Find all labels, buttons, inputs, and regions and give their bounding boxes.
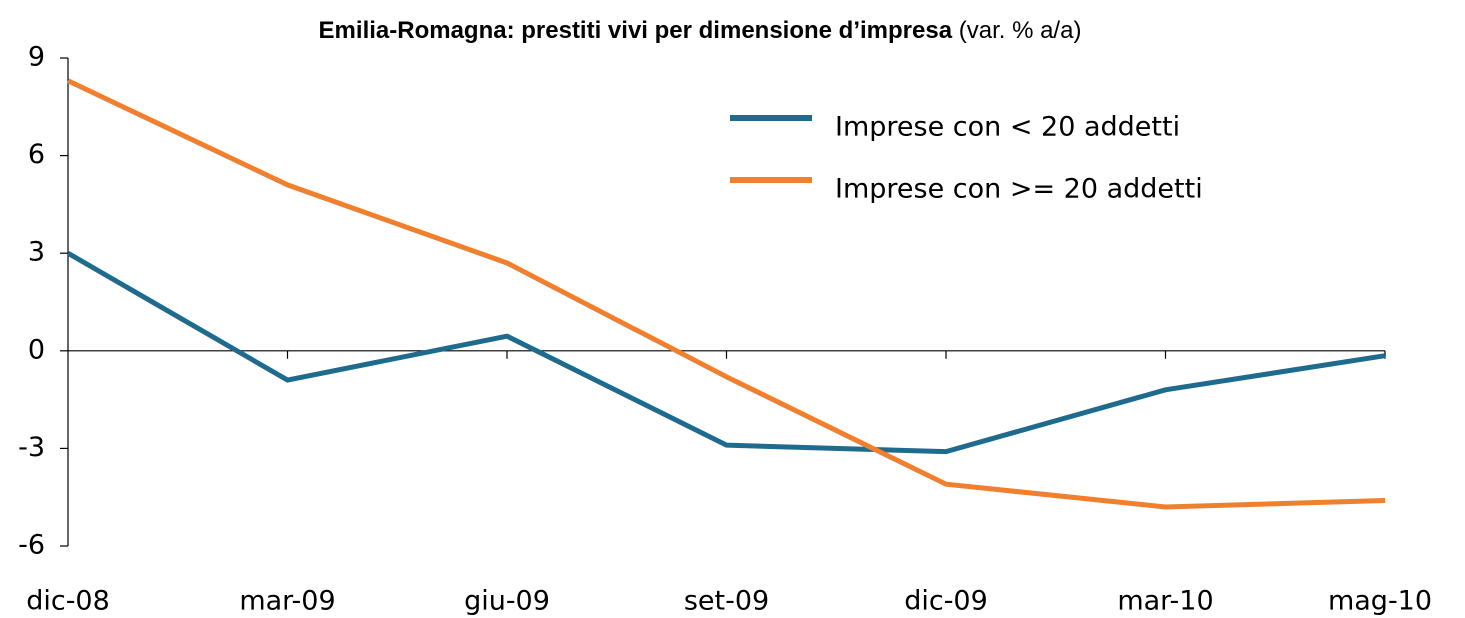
x-tick-label: mar-10 [1117, 586, 1213, 617]
y-tick-label: 9 [28, 42, 45, 73]
y-tick-label: 6 [28, 139, 45, 170]
series-line [66, 251, 1386, 455]
x-tick-label: mar-09 [239, 586, 335, 617]
chart-title: Emilia-Romagna: prestiti vivi per dimens… [319, 17, 1082, 44]
y-tick-label: -3 [18, 432, 45, 463]
legend-label: Imprese con < 20 addetti [835, 112, 1180, 143]
title-unit: (var. % a/a) [959, 17, 1082, 44]
title-main: Emilia-Romagna: prestiti vivi per dimens… [319, 17, 953, 44]
series-line [66, 78, 1386, 510]
x-tick-label: dic-09 [904, 586, 988, 617]
y-tick-label: -6 [18, 530, 45, 561]
x-tick-label: giu-09 [464, 586, 550, 617]
y-tick-label: 3 [28, 237, 45, 268]
x-tick-label: set-09 [684, 586, 769, 617]
x-tick-label: dic-08 [26, 586, 110, 617]
y-tick-label: 0 [28, 334, 45, 365]
x-tick-label: mag-10 [1328, 586, 1432, 617]
legend-label: Imprese con >= 20 addetti [835, 174, 1203, 205]
